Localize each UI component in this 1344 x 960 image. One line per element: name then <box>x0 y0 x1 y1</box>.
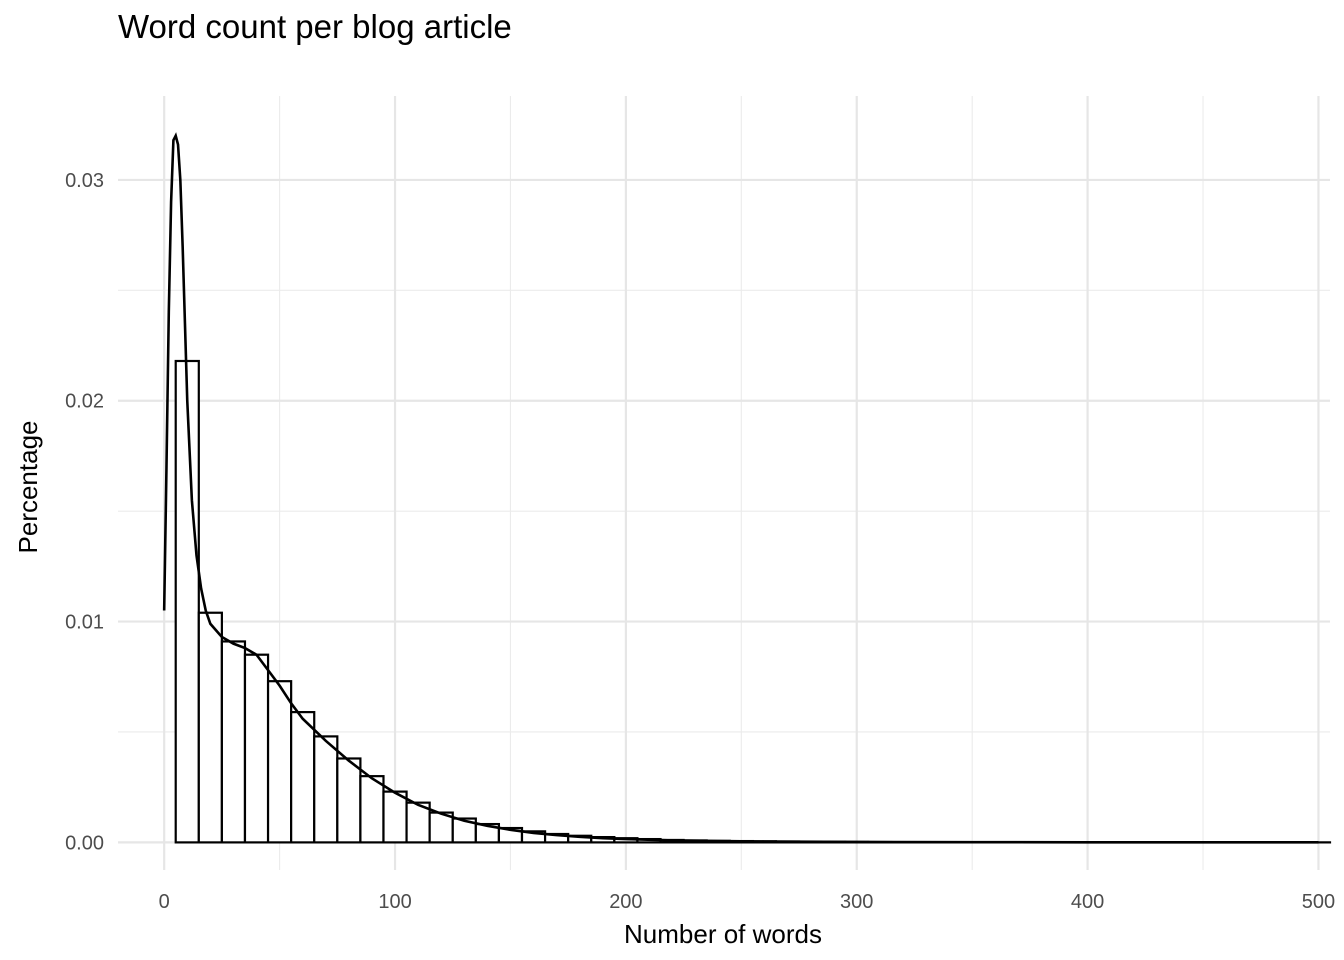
x-tick-label: 400 <box>1071 891 1104 913</box>
y-tick-label: 0.00 <box>65 832 104 854</box>
x-tick-label: 200 <box>609 891 642 913</box>
y-tick-label: 0.01 <box>65 612 104 634</box>
histogram-bar <box>313 735 339 844</box>
histogram-bar <box>197 611 223 844</box>
histogram-bar <box>359 775 385 844</box>
x-tick-label: 500 <box>1302 891 1335 913</box>
x-tick-label: 0 <box>159 891 170 913</box>
density-curve <box>162 132 1319 844</box>
x-axis-title: Number of words <box>624 919 822 949</box>
x-tick-label: 100 <box>378 891 411 913</box>
y-tick-label: 0.03 <box>65 170 104 192</box>
x-tick-labels: 0 100 200 300 400 500 <box>159 891 1336 913</box>
chart-title: Word count per blog article <box>118 8 512 45</box>
y-tick-labels: 0.00 0.01 0.02 0.03 <box>65 170 104 854</box>
histogram-bar <box>220 640 247 844</box>
histogram-bar <box>336 757 362 844</box>
histogram-bar <box>266 680 293 844</box>
histogram-bar <box>290 711 316 844</box>
y-axis-title: Percentage <box>13 421 43 554</box>
y-tick-label: 0.02 <box>65 391 104 413</box>
histogram-bars <box>174 359 1332 844</box>
histogram-bar <box>243 653 270 844</box>
histogram-bar <box>174 359 200 844</box>
histogram-bar <box>382 790 408 844</box>
grid-minor <box>118 96 1330 870</box>
x-tick-label: 300 <box>840 891 873 913</box>
